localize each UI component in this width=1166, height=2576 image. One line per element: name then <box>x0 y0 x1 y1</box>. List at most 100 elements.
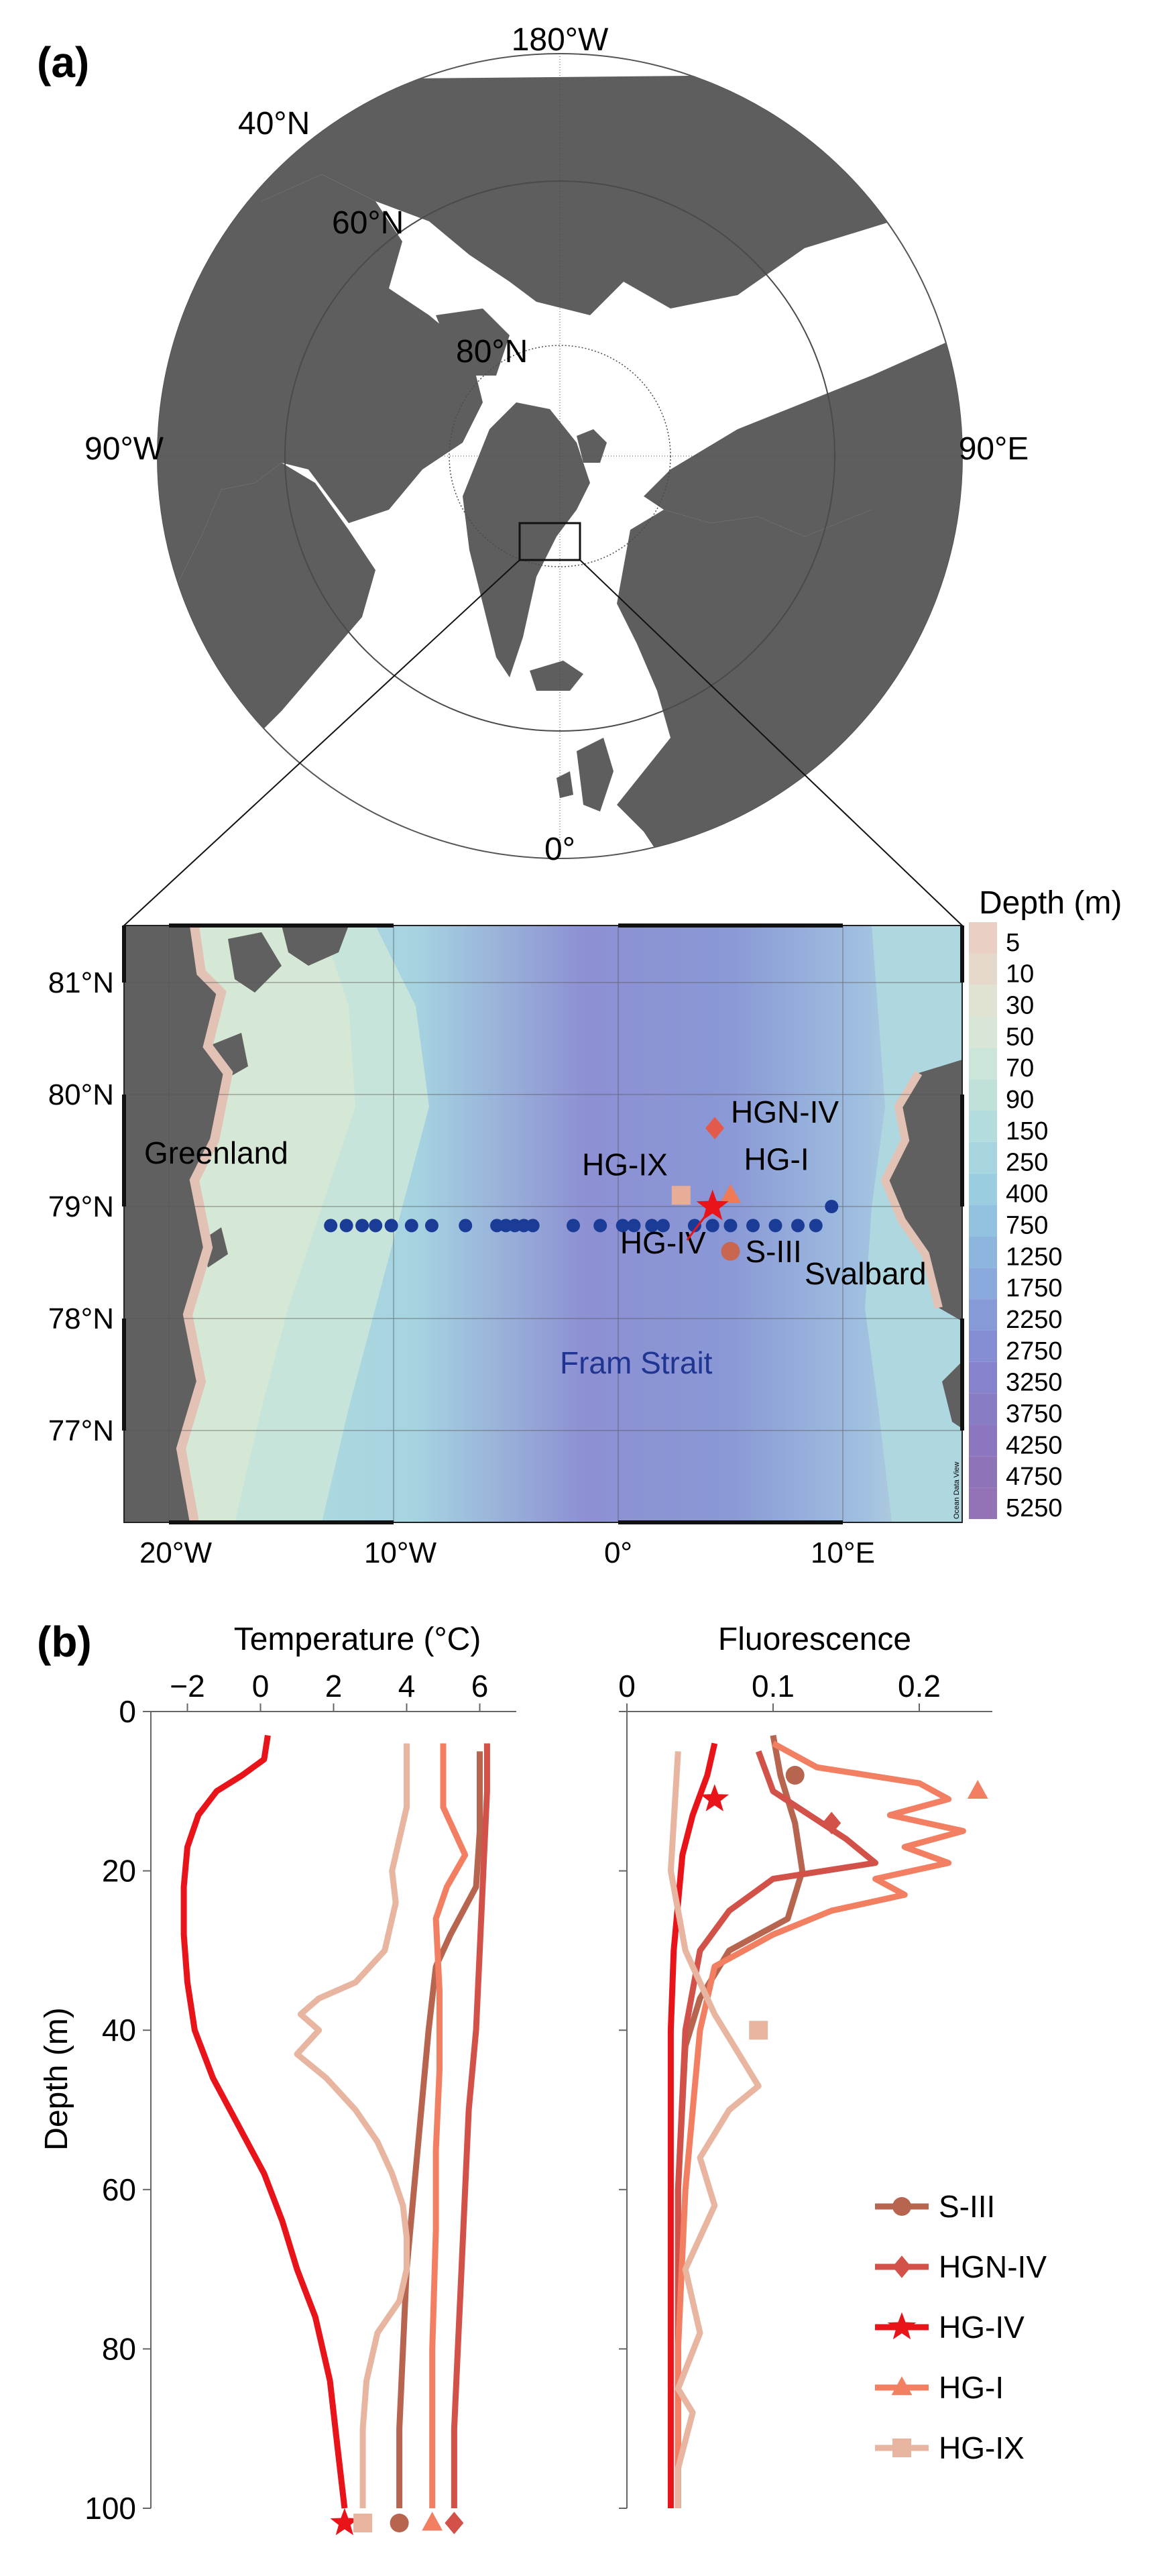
transect-dot <box>645 1219 659 1233</box>
station-marker-hgn-iv <box>705 1117 725 1139</box>
depth-legend-label: 5 <box>1006 929 1020 957</box>
legend-marker-hg-iv <box>887 2312 917 2340</box>
panel-label-b: (b) <box>37 1618 92 1666</box>
legend-marker-hg-ix <box>892 2439 911 2457</box>
depth-legend-swatch <box>969 985 997 1017</box>
depth-legend-label: 90 <box>1006 1086 1034 1114</box>
y-tick-label: 80 <box>102 2331 136 2366</box>
depth-legend-swatch <box>969 1330 997 1362</box>
fluorescence-axis-title: Fluorescence <box>718 1622 911 1657</box>
station-label: HG-IV <box>620 1225 706 1260</box>
legend-marker-hgn-iv <box>892 2255 911 2278</box>
series-marker-hg-ix <box>749 2021 768 2040</box>
depth-legend-label: 4250 <box>1006 1431 1063 1459</box>
legend-label: HGN-IV <box>939 2249 1047 2284</box>
inset-lat-78: 78°N <box>48 1302 114 1335</box>
stations: HGN-IV HG-IX HG-I HG-IV S-III <box>582 1095 839 1269</box>
depth-legend-label: 1250 <box>1006 1243 1063 1271</box>
depth-legend-swatch <box>969 1488 997 1519</box>
transect-dot <box>687 1219 701 1233</box>
place-fram-strait: Fram Strait <box>560 1345 713 1380</box>
transect-dot <box>369 1219 383 1233</box>
transect-dot <box>526 1219 540 1233</box>
series-marker-hg-ix <box>353 2514 373 2532</box>
series-marker-hg-iv <box>700 1784 730 1811</box>
depth-legend-swatch <box>969 1016 997 1048</box>
lon-label-180w: 180°W <box>512 22 609 58</box>
transect-dot <box>791 1219 805 1233</box>
lat-label-40n: 40°N <box>238 106 310 142</box>
depth-legend-swatch <box>969 1456 997 1488</box>
depth-legend-swatch <box>969 1111 997 1142</box>
depth-legend-label: 2750 <box>1006 1337 1063 1365</box>
x-tick-label: 2 <box>325 1669 343 1703</box>
series-line-hg-ix <box>294 1743 410 2508</box>
y-tick-label: 0 <box>119 1694 136 1729</box>
depth-legend-swatch <box>969 1268 997 1300</box>
depth-legend-swatch <box>969 1424 997 1457</box>
depth-legend-label: 2250 <box>1006 1306 1063 1334</box>
legend-marker-hg-i <box>891 2376 913 2396</box>
depth-legend-swatch <box>969 1048 997 1080</box>
transect-dot <box>705 1219 719 1233</box>
series-marker-hg-iv <box>330 2508 359 2536</box>
depth-legend-title: Depth (m) <box>979 885 1122 921</box>
transect-dot <box>593 1219 607 1233</box>
transect-dot <box>404 1219 418 1233</box>
depth-legend-label: 30 <box>1006 992 1034 1020</box>
inset-grid <box>124 926 962 1522</box>
station-marker-hg-iv <box>696 1189 729 1221</box>
transect-dot <box>723 1219 738 1233</box>
depth-legend-label: 3250 <box>1006 1369 1063 1397</box>
legend-label: S-III <box>939 2189 995 2224</box>
series-marker-hg-i <box>422 2512 443 2531</box>
series-line-hg-i <box>429 1743 469 2508</box>
depth-legend-label: 10 <box>1006 960 1034 989</box>
study-area-box <box>518 522 581 561</box>
depth-legend-label: 50 <box>1006 1023 1034 1051</box>
series-line-hgn-iv <box>451 1743 490 2508</box>
transect-dot <box>384 1219 398 1233</box>
x-tick-label: −2 <box>170 1669 205 1703</box>
series-line-s-iii <box>396 1751 483 2508</box>
legend-label: HG-IX <box>939 2430 1025 2465</box>
depth-legend-label: 150 <box>1006 1117 1048 1145</box>
series-line-hg-i <box>675 1740 966 2508</box>
lon-label-90w: 90°W <box>84 431 164 467</box>
series-marker-s-iii <box>785 1766 805 1785</box>
transect-dot <box>459 1219 473 1233</box>
y-tick-label: 60 <box>102 2172 136 2207</box>
place-greenland: Greenland <box>144 1135 288 1170</box>
transect-dot <box>355 1219 369 1233</box>
x-tick-label: 0.1 <box>752 1669 795 1703</box>
depth-legend-label: 750 <box>1006 1211 1048 1239</box>
transect-dot <box>424 1219 439 1233</box>
series-line-hg-iv <box>667 1742 718 2508</box>
inset-lon-20w: 20°W <box>139 1536 213 1569</box>
inset-lat-81: 81°N <box>48 966 114 999</box>
zoom-line-right <box>579 559 963 926</box>
transect-dot <box>339 1219 353 1233</box>
legend-marker-s-iii <box>892 2197 911 2216</box>
series-line-s-iii <box>675 1734 806 2508</box>
inset-lon-10w: 10°W <box>364 1536 437 1569</box>
depth-legend-label: 70 <box>1006 1054 1034 1082</box>
depth-legend-swatch <box>969 1361 997 1394</box>
station-label: S-III <box>746 1234 802 1269</box>
depth-axis-title: Depth (m) <box>39 2007 74 2150</box>
inset-lon-0: 0° <box>604 1536 632 1569</box>
series-marker-hg-i <box>967 1780 988 1799</box>
depth-legend-label: 250 <box>1006 1149 1048 1177</box>
transect-dots <box>324 1200 839 1233</box>
legend-label: HG-IV <box>939 2310 1025 2345</box>
depth-legend-swatch <box>969 1205 997 1237</box>
inset-lon-10e: 10°E <box>811 1536 875 1569</box>
transect-dot <box>809 1219 823 1233</box>
transect-dot <box>616 1219 630 1233</box>
depth-legend-label: 4750 <box>1006 1463 1063 1491</box>
fluorescence-profile: Fluorescence 0 0.1 0.2 <box>618 1622 992 2509</box>
inset-map: 81°N 80°N 79°N 78°N 77°N 20°W 10°W 0° 10… <box>48 923 964 1569</box>
polar-land <box>158 74 962 858</box>
